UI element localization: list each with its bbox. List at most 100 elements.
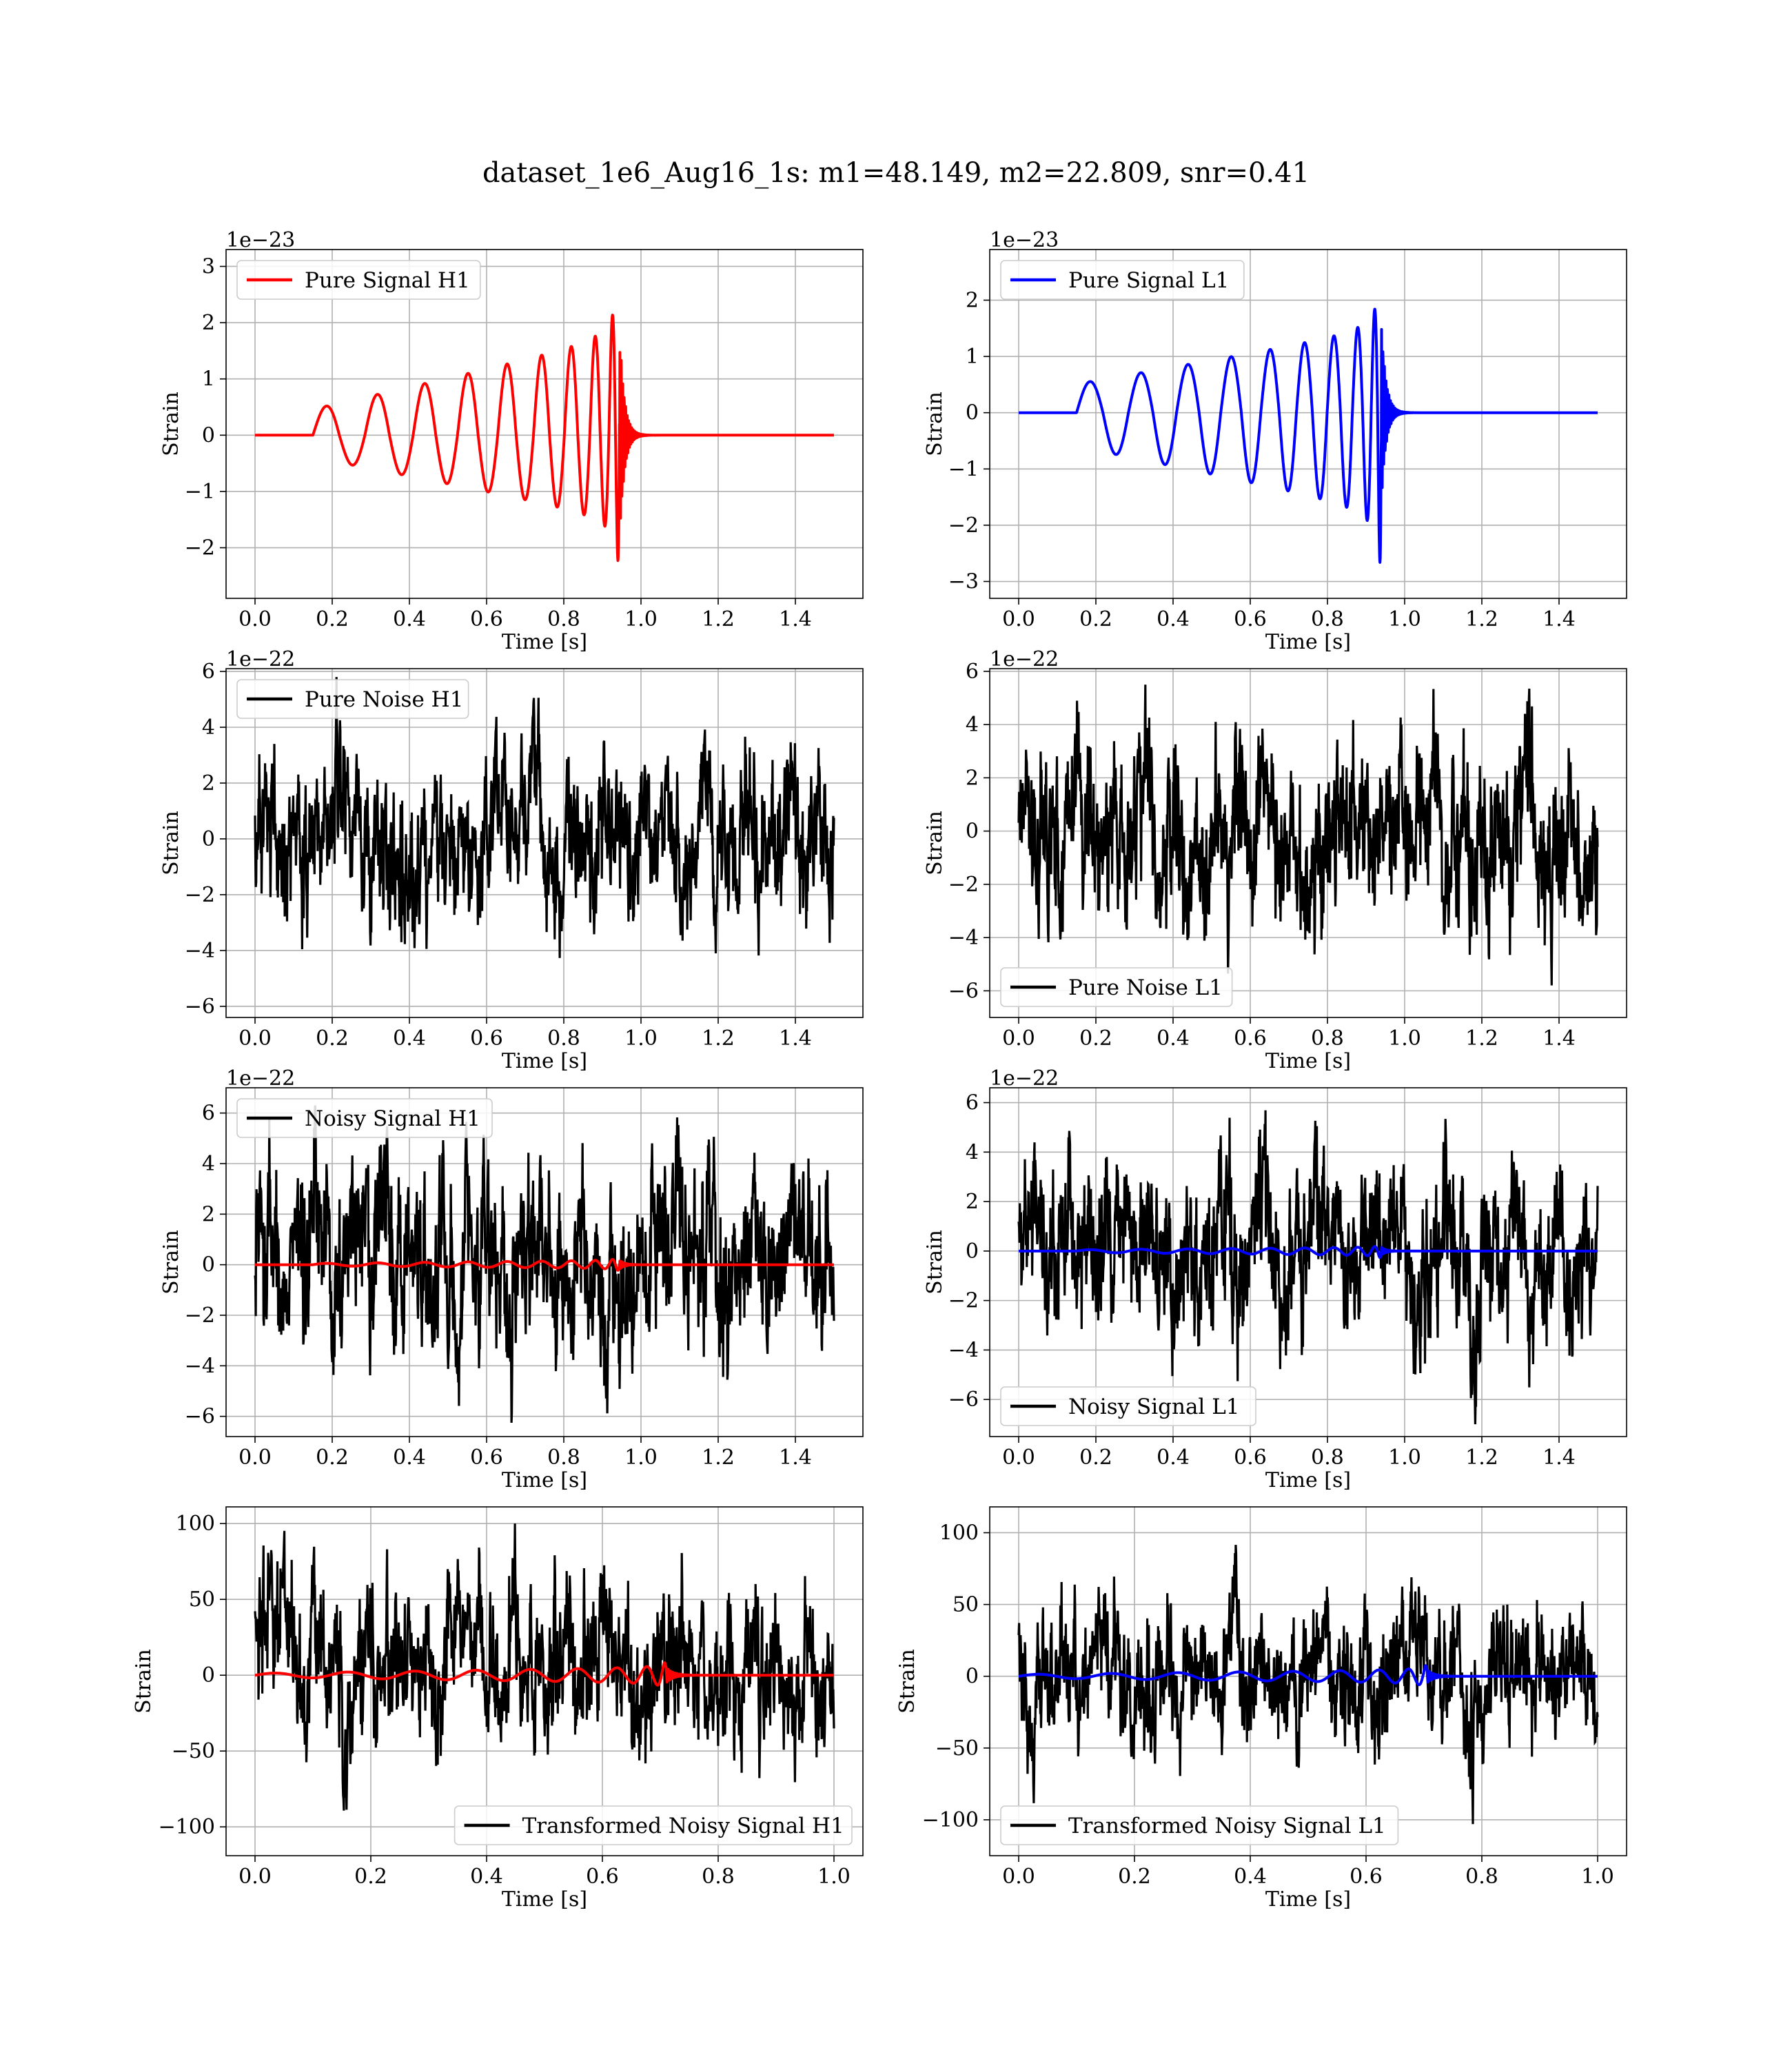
y-tick-label: −6 (185, 1405, 215, 1429)
legend: Pure Noise H1 (236, 679, 469, 719)
x-axis-label: Time [s] (502, 1887, 587, 1912)
y-tick-label: 2 (966, 288, 979, 312)
x-axis-label: Time [s] (1265, 1887, 1351, 1912)
plot-area (1017, 1545, 1599, 1825)
plot-area (254, 1105, 835, 1423)
x-tick-label: 1.0 (1581, 1865, 1614, 1889)
legend-box (1000, 1386, 1256, 1426)
x-tick-label: 1.2 (1465, 607, 1498, 631)
x-tick-label: 1.4 (1542, 1026, 1576, 1051)
x-tick-label: 1.0 (1388, 1446, 1421, 1470)
y-tick-label: 3 (202, 254, 215, 278)
axes-frame (225, 1506, 864, 1856)
x-tick-label: 0.6 (1234, 1446, 1267, 1470)
axis-offset-text: 1e−22 (990, 647, 1059, 671)
x-tick-label: 1.0 (817, 1865, 851, 1889)
axes-frame (989, 1506, 1627, 1856)
axes-frame (225, 249, 864, 599)
x-tick-label: 1.2 (702, 1026, 735, 1051)
y-tick-label: 0 (202, 1253, 215, 1277)
y-tick-label: −100 (922, 1808, 979, 1832)
y-tick-label: 2 (202, 771, 215, 795)
y-tick-label: 4 (966, 713, 979, 737)
series-line-signal (254, 314, 835, 562)
legend-label: Pure Signal H1 (305, 268, 470, 293)
x-tick-label: 1.2 (702, 607, 735, 631)
x-tick-label: 0.4 (470, 1865, 503, 1889)
y-tick-label: 100 (176, 1512, 215, 1536)
legend-box (1000, 260, 1245, 300)
x-tick-label: 0.2 (316, 1026, 349, 1051)
x-tick-label: 0.6 (470, 607, 503, 631)
axes-frame (989, 1087, 1627, 1437)
legend: Noisy Signal L1 (1000, 1386, 1256, 1426)
x-tick-label: 0.8 (1311, 1446, 1344, 1470)
x-tick-label: 0.2 (1079, 607, 1112, 631)
x-tick-label: 1.4 (779, 607, 812, 631)
x-tick-label: 0.0 (238, 1026, 272, 1051)
axes-frame (225, 1087, 864, 1437)
axis-offset-text: 1e−23 (990, 228, 1059, 252)
chart-transformed-noisy-signal-h1: 0.0 0.2 0.4 0.6 0.8 1.0 −100 −50 0 50 100 Time [s] S… (132, 1506, 864, 1912)
legend-label: Pure Noise H1 (305, 687, 463, 712)
y-tick-label: 2 (966, 766, 979, 790)
x-tick-label: 1.0 (624, 1446, 658, 1470)
chart-noisy-signal-h1: 0.0 0.2 0.4 0.6 0.8 1.0 1.2 1.4 −6 −4 −2 0 2 4 6 Time [… (159, 1066, 864, 1492)
x-tick-label: 0.4 (393, 607, 426, 631)
chart-pure-noise-h1: 0.0 0.2 0.4 0.6 0.8 1.0 1.2 1.4 −6 −4 −2 0 2 4 6 Time [… (159, 647, 864, 1073)
legend-label: Pure Noise L1 (1068, 975, 1223, 1000)
x-axis-label: Time [s] (502, 1468, 587, 1492)
y-tick-label: 50 (953, 1593, 979, 1617)
y-tick-label: −100 (159, 1815, 215, 1839)
plot-area (1017, 685, 1599, 986)
x-tick-label: 0.2 (1079, 1446, 1112, 1470)
x-tick-label: 0.0 (238, 1865, 272, 1889)
series-line-noise (254, 1105, 835, 1423)
axes-frame (989, 249, 1627, 599)
y-tick-label: −4 (185, 1354, 215, 1378)
x-axis-label: Time [s] (1265, 1049, 1351, 1073)
y-tick-label: 6 (202, 660, 215, 684)
x-tick-label: 0.8 (547, 1446, 580, 1470)
y-axis-label: Strain (132, 1649, 156, 1714)
figure-title: dataset_1e6_Aug16_1s: m1=48.149, m2=22.8… (482, 157, 1310, 189)
series-line-noise (1017, 685, 1599, 986)
y-axis-label: Strain (923, 1230, 947, 1295)
y-tick-label: −4 (185, 939, 215, 963)
x-tick-label: 1.4 (1542, 607, 1576, 631)
y-tick-label: −1 (185, 480, 215, 504)
y-tick-label: −50 (935, 1736, 979, 1761)
series-line-signal (254, 1661, 835, 1687)
x-tick-label: 1.4 (779, 1026, 812, 1051)
x-tick-label: 1.0 (1388, 607, 1421, 631)
x-tick-label: 0.4 (1157, 1026, 1190, 1051)
axes-frame (225, 668, 864, 1018)
y-axis-label: Strain (159, 392, 183, 456)
legend: Pure Signal H1 (236, 260, 481, 300)
x-tick-label: 0.6 (1234, 1026, 1267, 1051)
y-tick-label: 0 (966, 820, 979, 844)
x-tick-label: 0.4 (1157, 1446, 1190, 1470)
legend-box (236, 260, 481, 300)
x-tick-label: 0.6 (586, 1865, 619, 1889)
legend: Transformed Noisy Signal H1 (454, 1805, 853, 1845)
legend-box (1000, 1805, 1399, 1845)
y-tick-label: 0 (202, 423, 215, 447)
axis-offset-text: 1e−22 (226, 1066, 295, 1091)
x-tick-label: 0.2 (316, 1446, 349, 1470)
x-tick-label: 0.4 (393, 1446, 426, 1470)
y-tick-label: 4 (966, 1140, 979, 1164)
legend-box (236, 1098, 493, 1138)
x-tick-label: 0.2 (1079, 1026, 1112, 1051)
x-axis-label: Time [s] (502, 630, 587, 654)
x-axis-label: Time [s] (1265, 1468, 1351, 1492)
legend: Pure Noise L1 (1000, 967, 1233, 1007)
series-line-noise (254, 1523, 835, 1811)
y-tick-label: 4 (202, 1152, 215, 1176)
y-axis-label: Strain (923, 392, 947, 456)
x-tick-label: 0.2 (354, 1865, 387, 1889)
legend: Noisy Signal H1 (236, 1098, 493, 1138)
x-axis-label: Time [s] (502, 1049, 587, 1073)
plot-area (254, 677, 835, 958)
y-tick-label: −6 (948, 1388, 979, 1412)
